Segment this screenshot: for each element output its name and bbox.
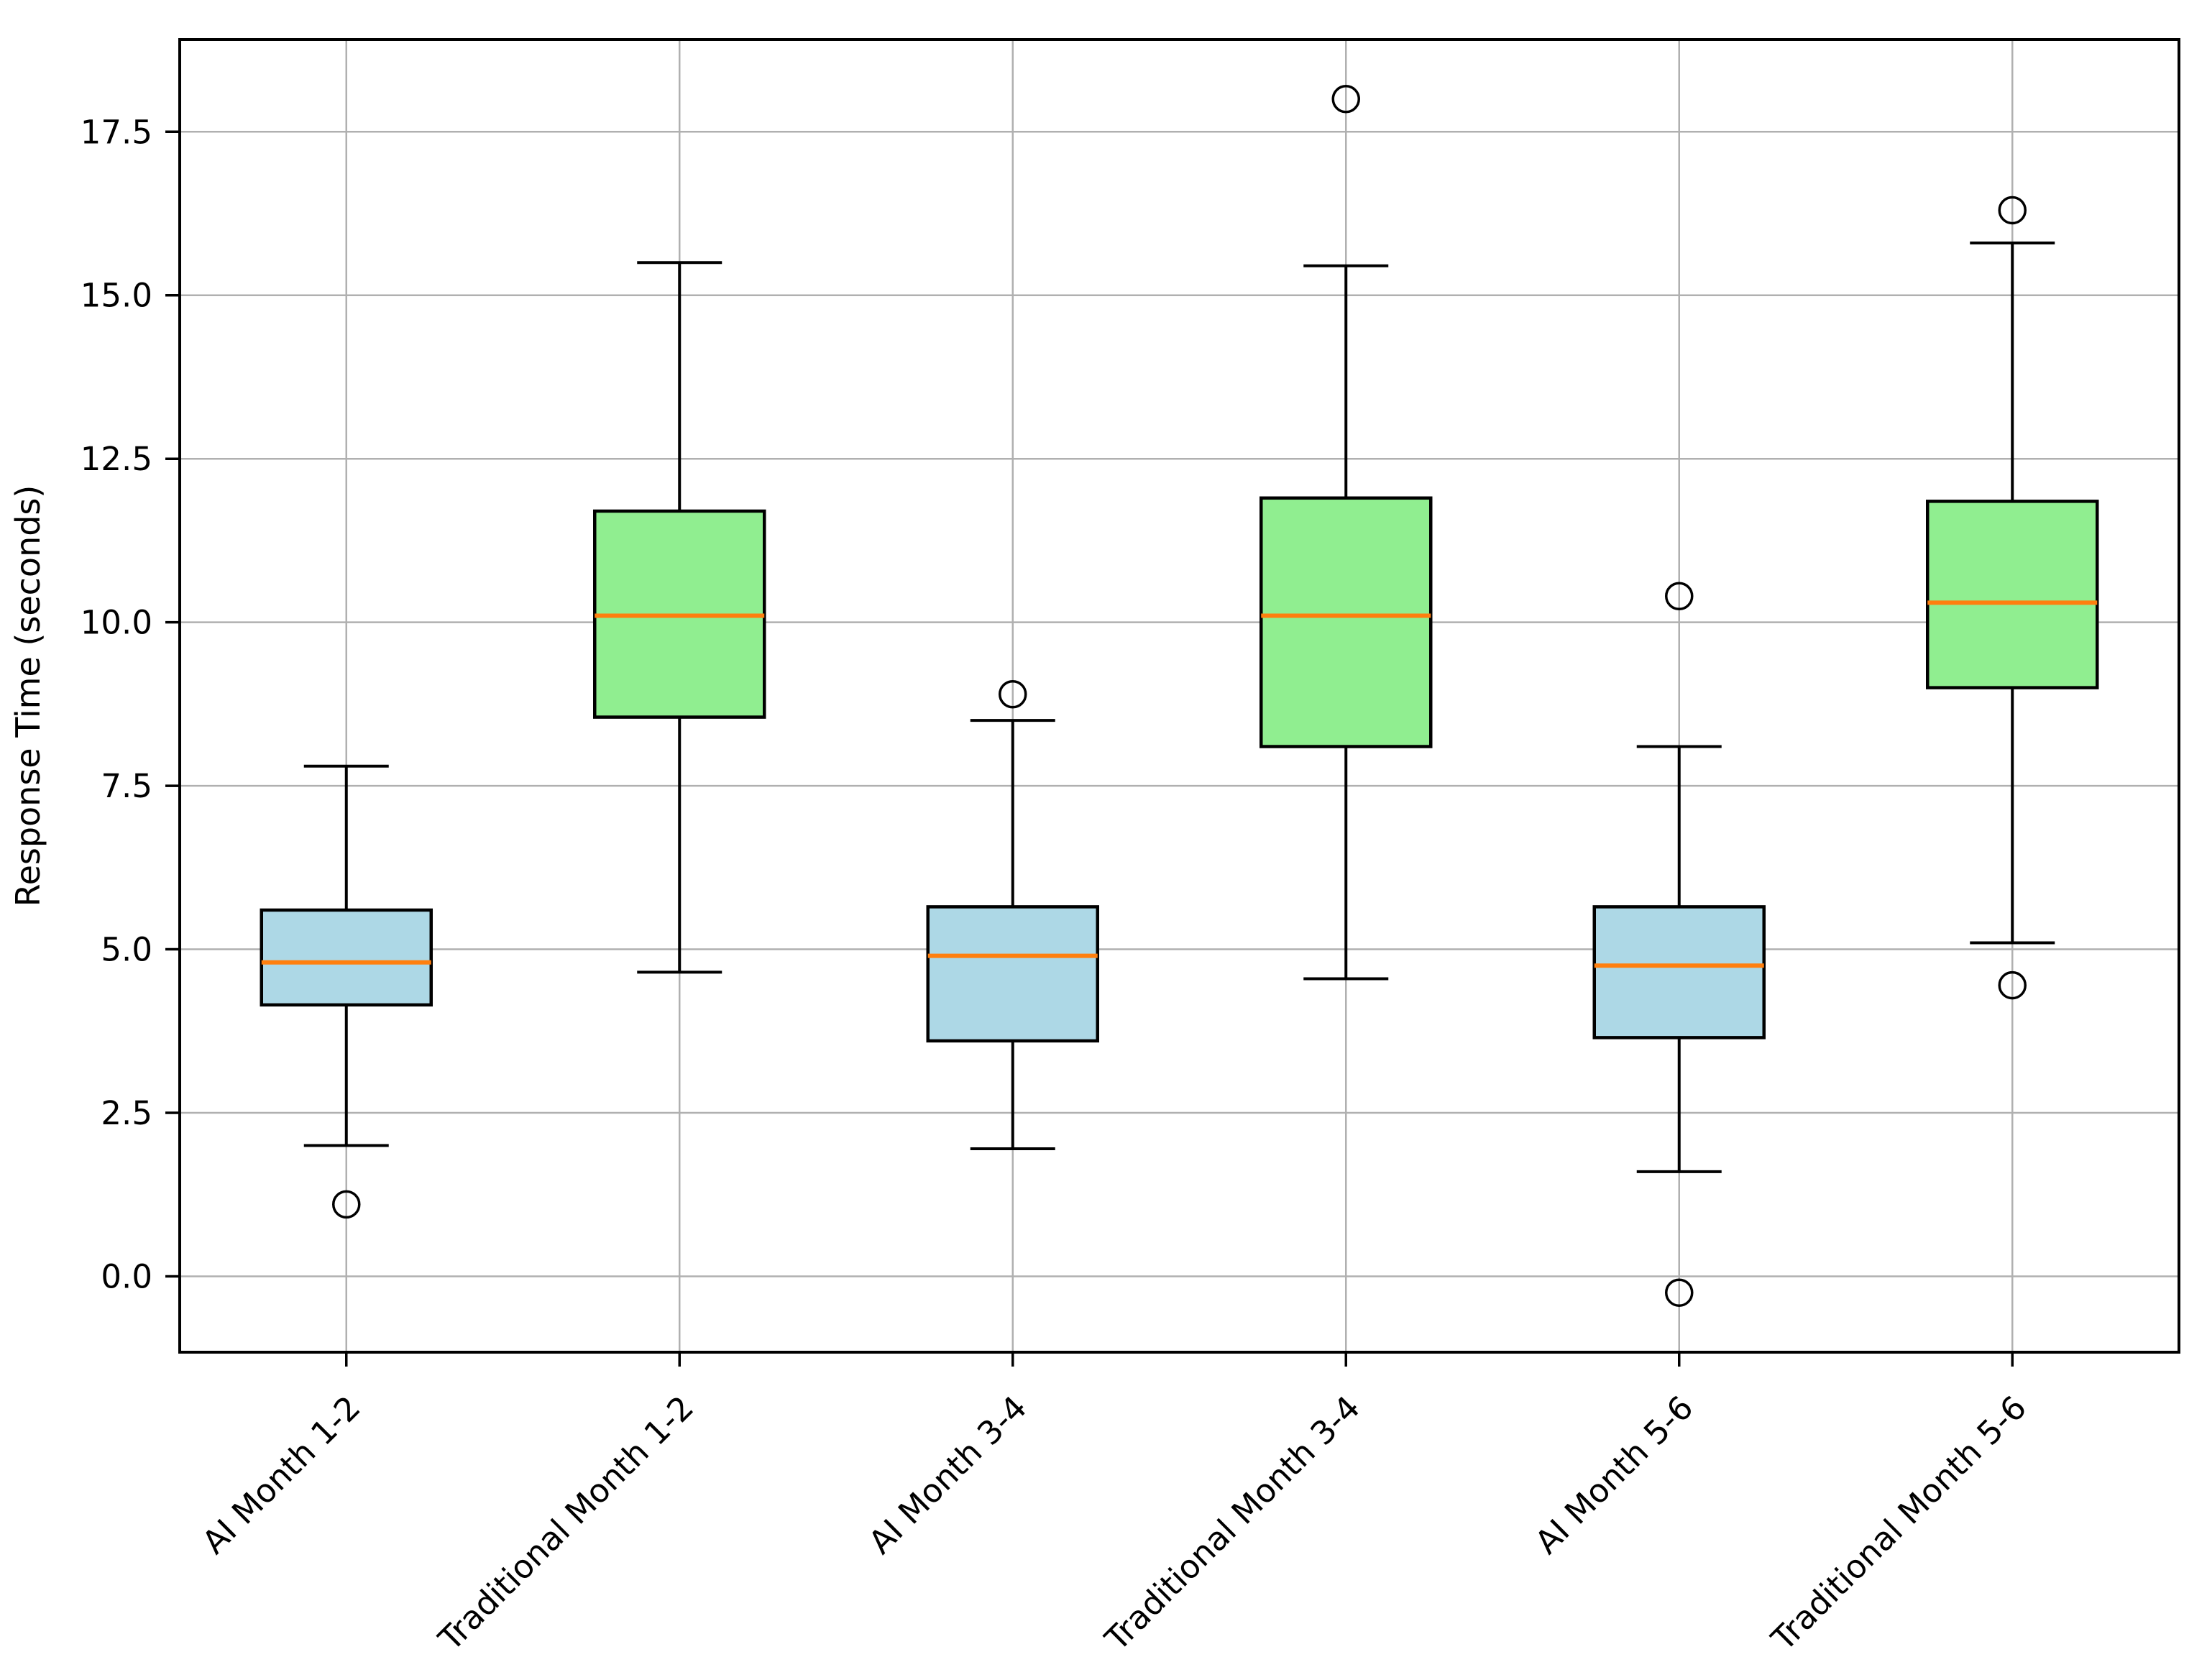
x-tick-label: Traditional Month 1-2 bbox=[431, 1388, 701, 1658]
y-tick-label: 5.0 bbox=[101, 931, 152, 969]
y-tick-label: 0.0 bbox=[101, 1257, 152, 1295]
outlier-marker bbox=[1998, 196, 2027, 225]
outlier-marker bbox=[1665, 1278, 1694, 1307]
x-tick-label: AI Month 5-6 bbox=[1528, 1388, 1701, 1561]
box-group bbox=[926, 679, 1099, 1151]
y-axis-title: Response Time (seconds) bbox=[9, 485, 47, 907]
y-tick-label: 7.5 bbox=[101, 767, 152, 805]
x-tick-label: AI Month 1-2 bbox=[195, 1388, 368, 1561]
outlier-marker bbox=[1331, 85, 1360, 114]
box-group bbox=[260, 764, 433, 1219]
outlier-marker bbox=[999, 679, 1027, 709]
axis-ticks-and-labels: 0.0 2.5 5.0 7.5 10.0 12.5 15.0 17.5 AI Month 1-2… bbox=[81, 113, 2034, 1658]
x-tick-label: Traditional Month 5-6 bbox=[1763, 1388, 2034, 1658]
box-body bbox=[1259, 496, 1433, 748]
y-tick-label: 15.0 bbox=[81, 277, 152, 315]
y-tick-label: 10.0 bbox=[81, 604, 152, 642]
box-group bbox=[1259, 85, 1433, 981]
outlier-marker bbox=[1998, 970, 2027, 1000]
outlier-marker bbox=[1665, 582, 1694, 611]
box-group bbox=[1592, 582, 1766, 1307]
boxes bbox=[260, 85, 2099, 1307]
outlier-marker bbox=[332, 1190, 361, 1219]
box-body bbox=[260, 908, 433, 1007]
box-group bbox=[593, 261, 766, 974]
axes-spines bbox=[178, 38, 2180, 1354]
box-body bbox=[926, 905, 1099, 1043]
box-group bbox=[1926, 196, 2099, 1000]
x-tick-label: AI Month 3-4 bbox=[861, 1388, 1034, 1561]
plot-border bbox=[178, 38, 2180, 1354]
box-body bbox=[1926, 500, 2099, 689]
y-tick-label: 12.5 bbox=[81, 440, 152, 478]
box-body bbox=[1592, 905, 1766, 1039]
gridlines bbox=[180, 40, 2179, 1352]
x-tick-label: Traditional Month 3-4 bbox=[1097, 1388, 1367, 1658]
y-tick-label: 2.5 bbox=[101, 1094, 152, 1132]
y-tick-label: 17.5 bbox=[81, 113, 152, 151]
